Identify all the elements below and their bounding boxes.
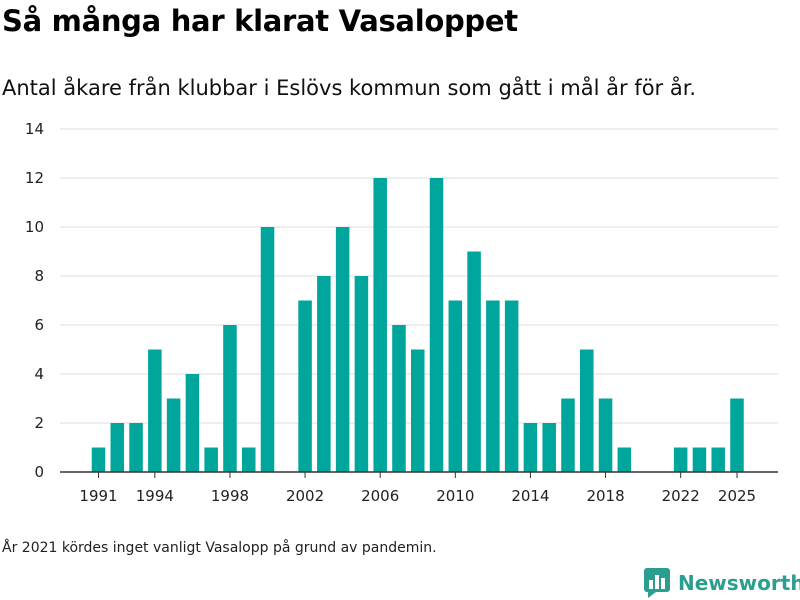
newsworthy-logo: Newsworthy	[644, 566, 800, 600]
chart-title: Så många har klarat Vasaloppet	[2, 4, 518, 38]
x-tick-label: 2018	[586, 487, 624, 505]
y-tick-label: 10	[25, 218, 44, 236]
y-tick-label: 14	[25, 120, 44, 138]
bar	[354, 276, 369, 472]
bar	[504, 300, 519, 472]
bar	[523, 423, 538, 472]
bar	[486, 300, 500, 472]
bar	[335, 227, 350, 472]
y-tick-label: 8	[34, 267, 44, 285]
bar-chart: 0 2 4 6 8 10 12 14 1991 1994 1998 2002 2006 2010 2014 2…	[25, 120, 778, 505]
bar	[617, 447, 632, 472]
bar-chart-icon	[644, 568, 670, 598]
bar	[148, 349, 162, 472]
x-tick-label: 1998	[211, 487, 249, 505]
bar	[730, 398, 744, 472]
bar	[185, 374, 200, 472]
x-tick-label: 2022	[662, 487, 700, 505]
bar	[204, 447, 218, 472]
brand-name: Newsworthy	[678, 571, 800, 595]
grid-lines	[60, 128, 778, 424]
bar	[673, 447, 688, 472]
bar	[298, 300, 312, 472]
bar	[542, 423, 556, 472]
bar	[598, 398, 613, 472]
bar	[317, 276, 331, 472]
bar	[561, 398, 575, 472]
bar	[448, 300, 463, 472]
y-tick-label: 4	[34, 365, 44, 383]
bar	[580, 349, 594, 472]
bar	[166, 398, 181, 472]
chart-subtitle: Antal åkare från klubbar i Eslövs kommun…	[2, 76, 697, 100]
bar	[392, 325, 406, 472]
bar	[110, 423, 125, 472]
bar	[692, 447, 707, 472]
bar	[373, 178, 387, 472]
bar	[223, 325, 237, 472]
bar	[467, 251, 481, 472]
y-tick-label: 0	[34, 463, 44, 481]
x-tick-label: 2010	[436, 487, 474, 505]
bar	[91, 447, 106, 472]
bar	[260, 227, 275, 472]
bar	[129, 423, 143, 472]
footnote: År 2021 kördes inget vanligt Vasalopp på…	[2, 540, 437, 556]
x-tick-label: 1994	[136, 487, 174, 505]
axes: 0 2 4 6 8 10 12 14 1991 1994 1998 2002 2006 2010 2014 2…	[25, 120, 778, 505]
bar	[410, 349, 425, 472]
x-tick-label: 2014	[511, 487, 549, 505]
y-tick-label: 6	[34, 316, 44, 334]
x-tick-label: 2006	[361, 487, 399, 505]
x-tick-label: 2002	[286, 487, 324, 505]
x-tick-label: 1991	[79, 487, 117, 505]
bar	[241, 447, 256, 472]
y-tick-label: 2	[34, 414, 44, 432]
y-tick-label: 12	[25, 169, 44, 187]
x-tick-label: 2025	[718, 487, 756, 505]
bar	[711, 447, 725, 472]
bars	[91, 178, 744, 472]
bar	[429, 178, 444, 472]
